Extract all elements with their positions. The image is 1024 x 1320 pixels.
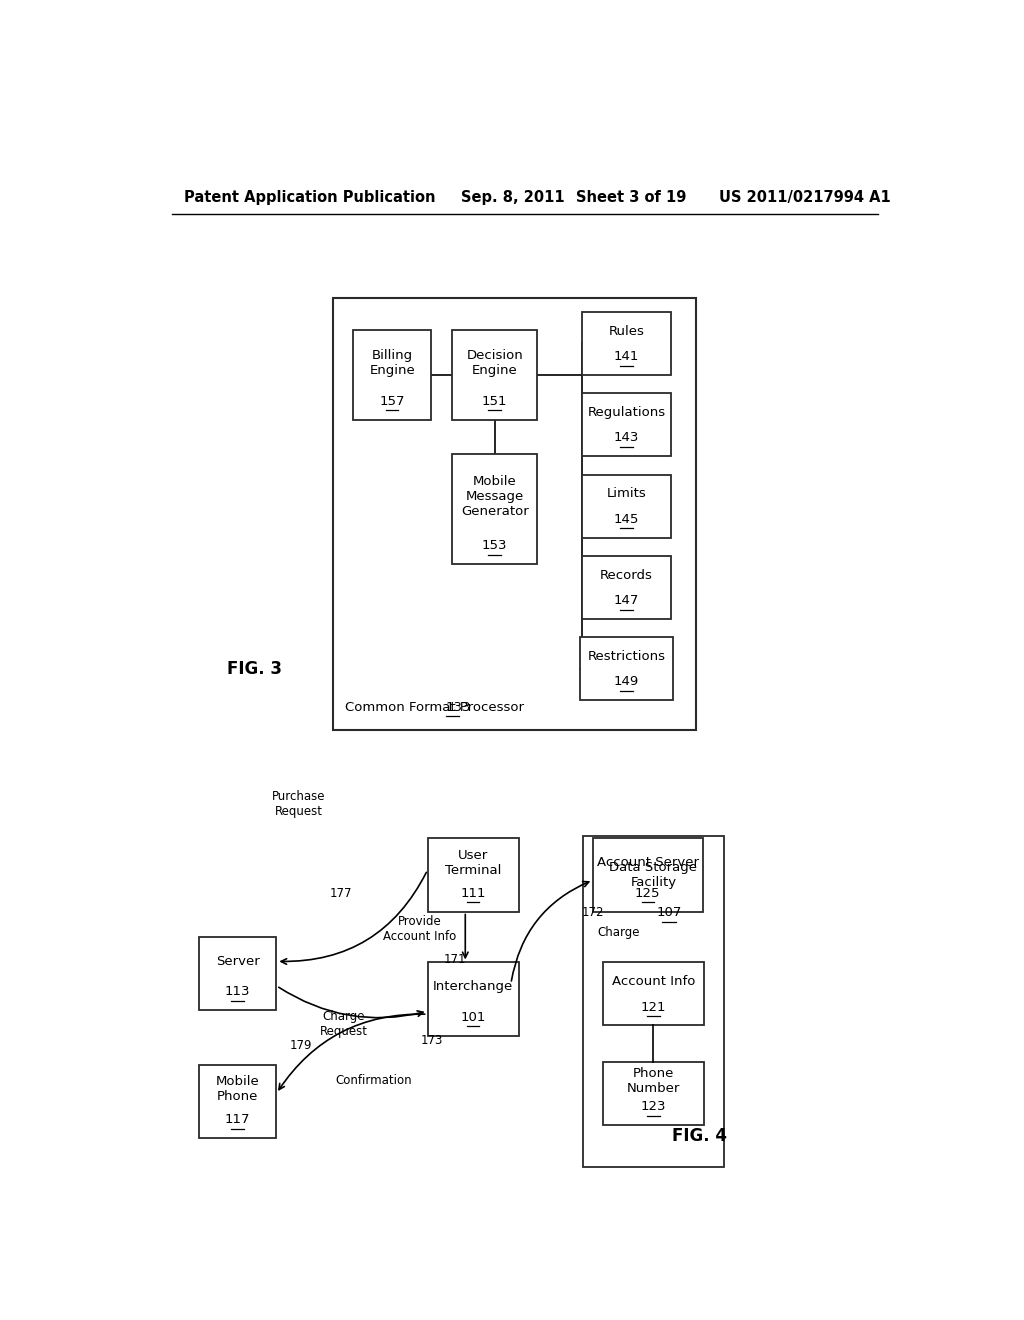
Text: FIG. 4: FIG. 4 <box>672 1127 727 1146</box>
Text: 149: 149 <box>613 676 639 688</box>
Bar <box>582 556 671 619</box>
Text: 145: 145 <box>613 512 639 525</box>
Text: Confirmation: Confirmation <box>336 1073 413 1086</box>
Text: Restrictions: Restrictions <box>588 649 666 663</box>
Text: 123: 123 <box>641 1100 667 1113</box>
Text: 172: 172 <box>582 906 604 919</box>
Text: Phone
Number: Phone Number <box>627 1068 680 1096</box>
Text: Charge
Request: Charge Request <box>319 1010 368 1039</box>
Text: Records: Records <box>600 569 653 582</box>
Bar <box>452 330 538 420</box>
Text: 147: 147 <box>613 594 639 607</box>
Text: 153: 153 <box>482 539 508 552</box>
Text: User
Terminal: User Terminal <box>445 849 502 876</box>
Text: Provide
Account Info: Provide Account Info <box>383 915 457 942</box>
Text: Limits: Limits <box>606 487 646 500</box>
Bar <box>583 837 724 1167</box>
Text: Patent Application Publication: Patent Application Publication <box>183 190 435 205</box>
Text: 117: 117 <box>224 1113 250 1126</box>
Bar <box>452 454 538 564</box>
Bar <box>199 1065 276 1138</box>
Text: Sheet 3 of 19: Sheet 3 of 19 <box>577 190 687 205</box>
Text: 133: 133 <box>445 701 471 714</box>
Bar <box>428 838 519 912</box>
Text: Billing
Engine: Billing Engine <box>370 348 415 376</box>
Text: Server: Server <box>216 954 259 968</box>
Bar <box>582 312 671 375</box>
Text: 101: 101 <box>461 1011 486 1024</box>
Bar <box>582 393 671 457</box>
Text: Mobile
Phone: Mobile Phone <box>216 1076 259 1104</box>
Bar <box>428 962 519 1036</box>
Text: Regulations: Regulations <box>588 407 666 418</box>
Text: 111: 111 <box>461 887 486 900</box>
Text: Common Format Processor: Common Format Processor <box>345 701 532 714</box>
Bar <box>602 1063 705 1125</box>
Text: 121: 121 <box>641 1001 667 1014</box>
Text: 173: 173 <box>421 1034 443 1047</box>
Text: 171: 171 <box>443 953 466 966</box>
Text: 177: 177 <box>330 887 352 900</box>
Text: 141: 141 <box>613 350 639 363</box>
Bar <box>199 937 276 1010</box>
Text: 107: 107 <box>656 906 682 919</box>
Text: 143: 143 <box>613 432 639 445</box>
Text: Data Storage
Facility: Data Storage Facility <box>609 861 697 888</box>
Text: Sep. 8, 2011: Sep. 8, 2011 <box>461 190 565 205</box>
Text: 151: 151 <box>482 395 508 408</box>
Text: FIG. 3: FIG. 3 <box>227 660 283 677</box>
Text: Account Info: Account Info <box>611 975 695 989</box>
Text: Rules: Rules <box>608 325 644 338</box>
Text: Decision
Engine: Decision Engine <box>466 348 523 376</box>
Bar <box>353 330 431 420</box>
Bar <box>580 638 673 700</box>
Text: 113: 113 <box>224 985 250 998</box>
Text: Mobile
Message
Generator: Mobile Message Generator <box>461 475 528 519</box>
Text: US 2011/0217994 A1: US 2011/0217994 A1 <box>719 190 891 205</box>
Text: 157: 157 <box>380 395 406 408</box>
Text: Purchase
Request: Purchase Request <box>272 789 326 818</box>
Text: 179: 179 <box>290 1039 312 1052</box>
Bar <box>333 297 696 730</box>
Text: Charge: Charge <box>597 927 640 940</box>
Bar <box>582 474 671 537</box>
Text: Account Server: Account Server <box>597 857 698 870</box>
Text: Interchange: Interchange <box>433 981 513 993</box>
Text: 125: 125 <box>635 887 660 900</box>
Bar <box>602 962 705 1026</box>
Bar <box>593 838 702 912</box>
